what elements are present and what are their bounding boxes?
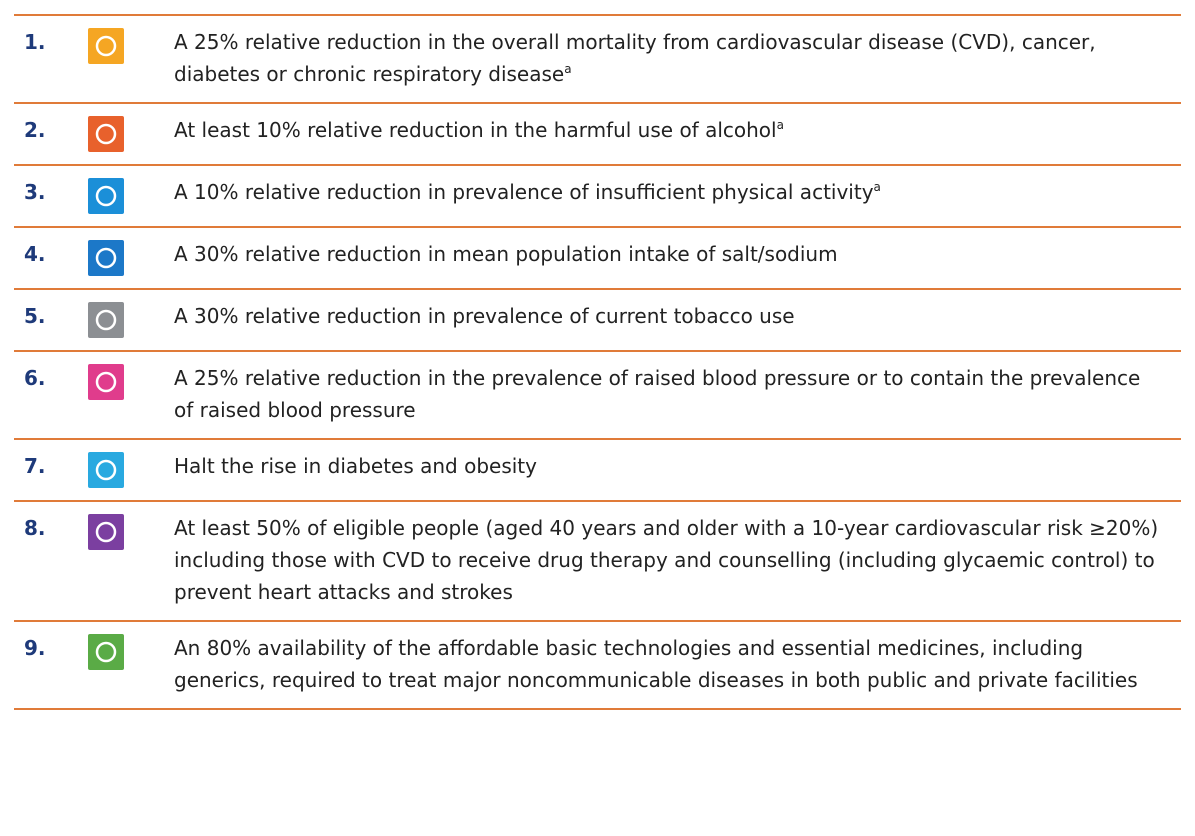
text: A 25% relative reduction in the prevalen… <box>174 366 1141 422</box>
target-row: 8. At least 50% of eligible people (aged … <box>14 502 1181 622</box>
target-number: 8. <box>24 516 46 540</box>
target-icon <box>88 364 124 400</box>
target-list: 1. A 25% relative reduction in the overal… <box>14 14 1181 710</box>
target-row: 9. An 80% availability of the affordable … <box>14 622 1181 710</box>
text: At least 50% of eligible people (aged 40… <box>174 516 1159 604</box>
text: A 10% relative reduction in prevalence o… <box>174 180 874 204</box>
text: An 80% availability of the affordable ba… <box>174 636 1138 692</box>
target-icon <box>88 240 124 276</box>
target-text: An 80% availability of the affordable ba… <box>174 632 1181 696</box>
target-number: 2. <box>24 118 46 142</box>
target-text: A 30% relative reduction in mean populat… <box>174 238 1181 276</box>
target-number: 6. <box>24 366 46 390</box>
icon-glyph <box>95 459 117 481</box>
target-row: 3. A 10% relative reduction in prevalence… <box>14 166 1181 228</box>
icon-glyph <box>95 521 117 543</box>
target-icon <box>88 116 124 152</box>
target-text: A 25% relative reduction in the prevalen… <box>174 362 1181 426</box>
target-number: 3. <box>24 180 46 204</box>
footnote-mark: a <box>564 62 572 76</box>
text: A 30% relative reduction in mean populat… <box>174 242 838 266</box>
icon-glyph <box>95 35 117 57</box>
icon-glyph <box>95 641 117 663</box>
target-row: 1. A 25% relative reduction in the overal… <box>14 16 1181 104</box>
target-text: At least 10% relative reduction in the h… <box>174 114 1181 152</box>
target-row: 6. A 25% relative reduction in the preval… <box>14 352 1181 440</box>
target-text: A 25% relative reduction in the overall … <box>174 26 1181 90</box>
footnote-mark: a <box>776 118 784 132</box>
target-icon <box>88 302 124 338</box>
target-icon <box>88 178 124 214</box>
target-row: 5. A 30% relative reduction in prevalence… <box>14 290 1181 352</box>
target-text: At least 50% of eligible people (aged 40… <box>174 512 1181 608</box>
target-number: 5. <box>24 304 46 328</box>
target-text: A 30% relative reduction in prevalence o… <box>174 300 1181 338</box>
target-number: 7. <box>24 454 46 478</box>
text: Halt the rise in diabetes and obesity <box>174 454 537 478</box>
text: A 30% relative reduction in prevalence o… <box>174 304 795 328</box>
icon-glyph <box>95 309 117 331</box>
text: At least 10% relative reduction in the h… <box>174 118 777 142</box>
target-number: 1. <box>24 30 46 54</box>
target-icon <box>88 634 124 670</box>
text: A 25% relative reduction in the overall … <box>174 30 1096 86</box>
icon-glyph <box>95 247 117 269</box>
target-text: A 10% relative reduction in prevalence o… <box>174 176 1181 214</box>
target-row: 7. Halt the rise in diabetes and obesity <box>14 440 1181 502</box>
target-icon <box>88 28 124 64</box>
target-number: 9. <box>24 636 46 660</box>
target-number: 4. <box>24 242 46 266</box>
target-row: 4. A 30% relative reduction in mean popul… <box>14 228 1181 290</box>
icon-glyph <box>95 123 117 145</box>
target-text: Halt the rise in diabetes and obesity <box>174 450 1181 488</box>
icon-glyph <box>95 371 117 393</box>
target-icon <box>88 514 124 550</box>
target-icon <box>88 452 124 488</box>
target-row: 2. At least 10% relative reduction in the… <box>14 104 1181 166</box>
footnote-mark: a <box>873 180 881 194</box>
icon-glyph <box>95 185 117 207</box>
